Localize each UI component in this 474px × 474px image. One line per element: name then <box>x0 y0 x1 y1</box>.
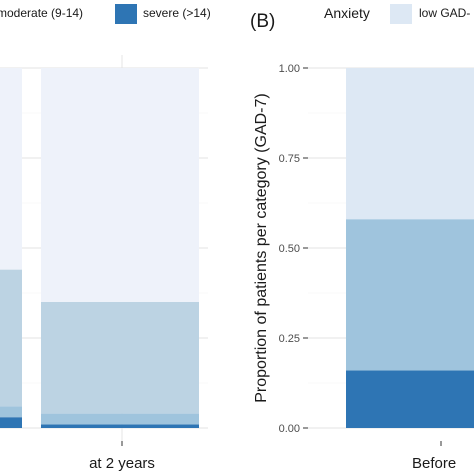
bar-segment <box>41 302 199 414</box>
bar-segment <box>0 68 22 270</box>
bar-segment <box>41 413 199 425</box>
y-tick-label: 0.00 <box>279 423 300 435</box>
bar-segment <box>0 406 22 418</box>
x-tick-label: Before <box>412 455 456 472</box>
panel-b-x-ticks: Before <box>412 441 456 472</box>
y-tick-label: 1.00 <box>279 63 300 75</box>
legend-label-moderate: moderate (9-14) <box>0 6 83 20</box>
bar-segment <box>41 424 199 428</box>
bar-segment <box>346 219 474 371</box>
bar-segment <box>346 370 474 428</box>
panel-a: at 2 years <box>0 55 208 472</box>
legend-label-low: low GAD- <box>419 6 470 20</box>
panel-b-y-axis-title: Proportion of patients per category (GAD… <box>253 93 270 402</box>
bar-segment <box>0 269 22 407</box>
panel-b-y-ticks: 0.00 0.25 0.50 0.75 1.00 <box>279 63 308 435</box>
y-tick-label: 0.75 <box>279 153 300 165</box>
panel-b: (B) 0.00 0.25 0.50 0.75 1.00 Before Proporti… <box>250 11 474 472</box>
x-tick-label: at 2 years <box>89 455 155 472</box>
panel-b-tag: (B) <box>250 11 275 32</box>
y-tick-label: 0.50 <box>279 243 300 255</box>
y-tick-label: 0.25 <box>279 333 300 345</box>
legend-swatch-low <box>390 4 412 24</box>
panel-a-x-ticks: at 2 years <box>89 441 155 472</box>
legend-swatch-severe <box>115 4 137 24</box>
bar-segment <box>41 68 199 302</box>
legend-label-severe: severe (>14) <box>143 6 211 20</box>
legend-title: Anxiety <box>324 5 370 21</box>
bar-segment <box>346 68 474 220</box>
bar-segment <box>0 417 22 428</box>
legend: moderate (9-14) severe (>14) Anxiety low… <box>0 4 470 24</box>
panel-a-bars <box>0 68 199 428</box>
panel-b-bars <box>346 68 474 428</box>
